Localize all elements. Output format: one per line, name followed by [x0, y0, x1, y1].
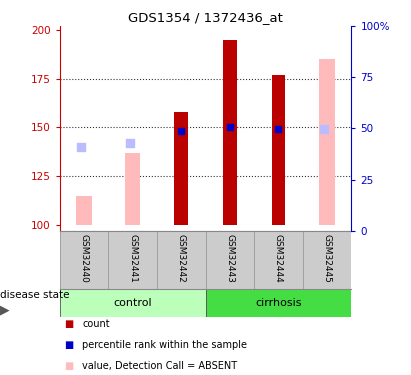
- Text: control: control: [113, 298, 152, 308]
- Text: disease state: disease state: [0, 290, 69, 300]
- Point: [78, 144, 84, 150]
- Point: [321, 126, 328, 132]
- Title: GDS1354 / 1372436_at: GDS1354 / 1372436_at: [128, 11, 283, 24]
- Bar: [125, 153, 140, 225]
- Text: GSM32445: GSM32445: [323, 234, 332, 282]
- Text: value, Detection Call = ABSENT: value, Detection Call = ABSENT: [82, 361, 237, 370]
- Text: GSM32441: GSM32441: [128, 234, 137, 282]
- Point: [275, 126, 282, 132]
- Text: ▶: ▶: [0, 304, 9, 317]
- Bar: [272, 75, 285, 225]
- Text: GSM32440: GSM32440: [79, 234, 88, 282]
- Bar: [206, 289, 351, 317]
- Text: GSM32444: GSM32444: [274, 234, 283, 282]
- Bar: [174, 112, 188, 225]
- Text: GSM32442: GSM32442: [177, 234, 186, 282]
- Point: [178, 128, 185, 134]
- Bar: [60, 289, 206, 317]
- Text: percentile rank within the sample: percentile rank within the sample: [82, 340, 247, 350]
- Point: [226, 124, 233, 130]
- Point: [126, 140, 133, 146]
- Bar: [223, 40, 237, 225]
- Text: count: count: [82, 320, 110, 329]
- Bar: [319, 59, 335, 225]
- Text: ■: ■: [64, 340, 73, 350]
- Text: GSM32443: GSM32443: [225, 234, 234, 282]
- Bar: [76, 196, 92, 225]
- Text: ■: ■: [64, 361, 73, 370]
- Text: ■: ■: [64, 320, 73, 329]
- Text: cirrhosis: cirrhosis: [255, 298, 302, 308]
